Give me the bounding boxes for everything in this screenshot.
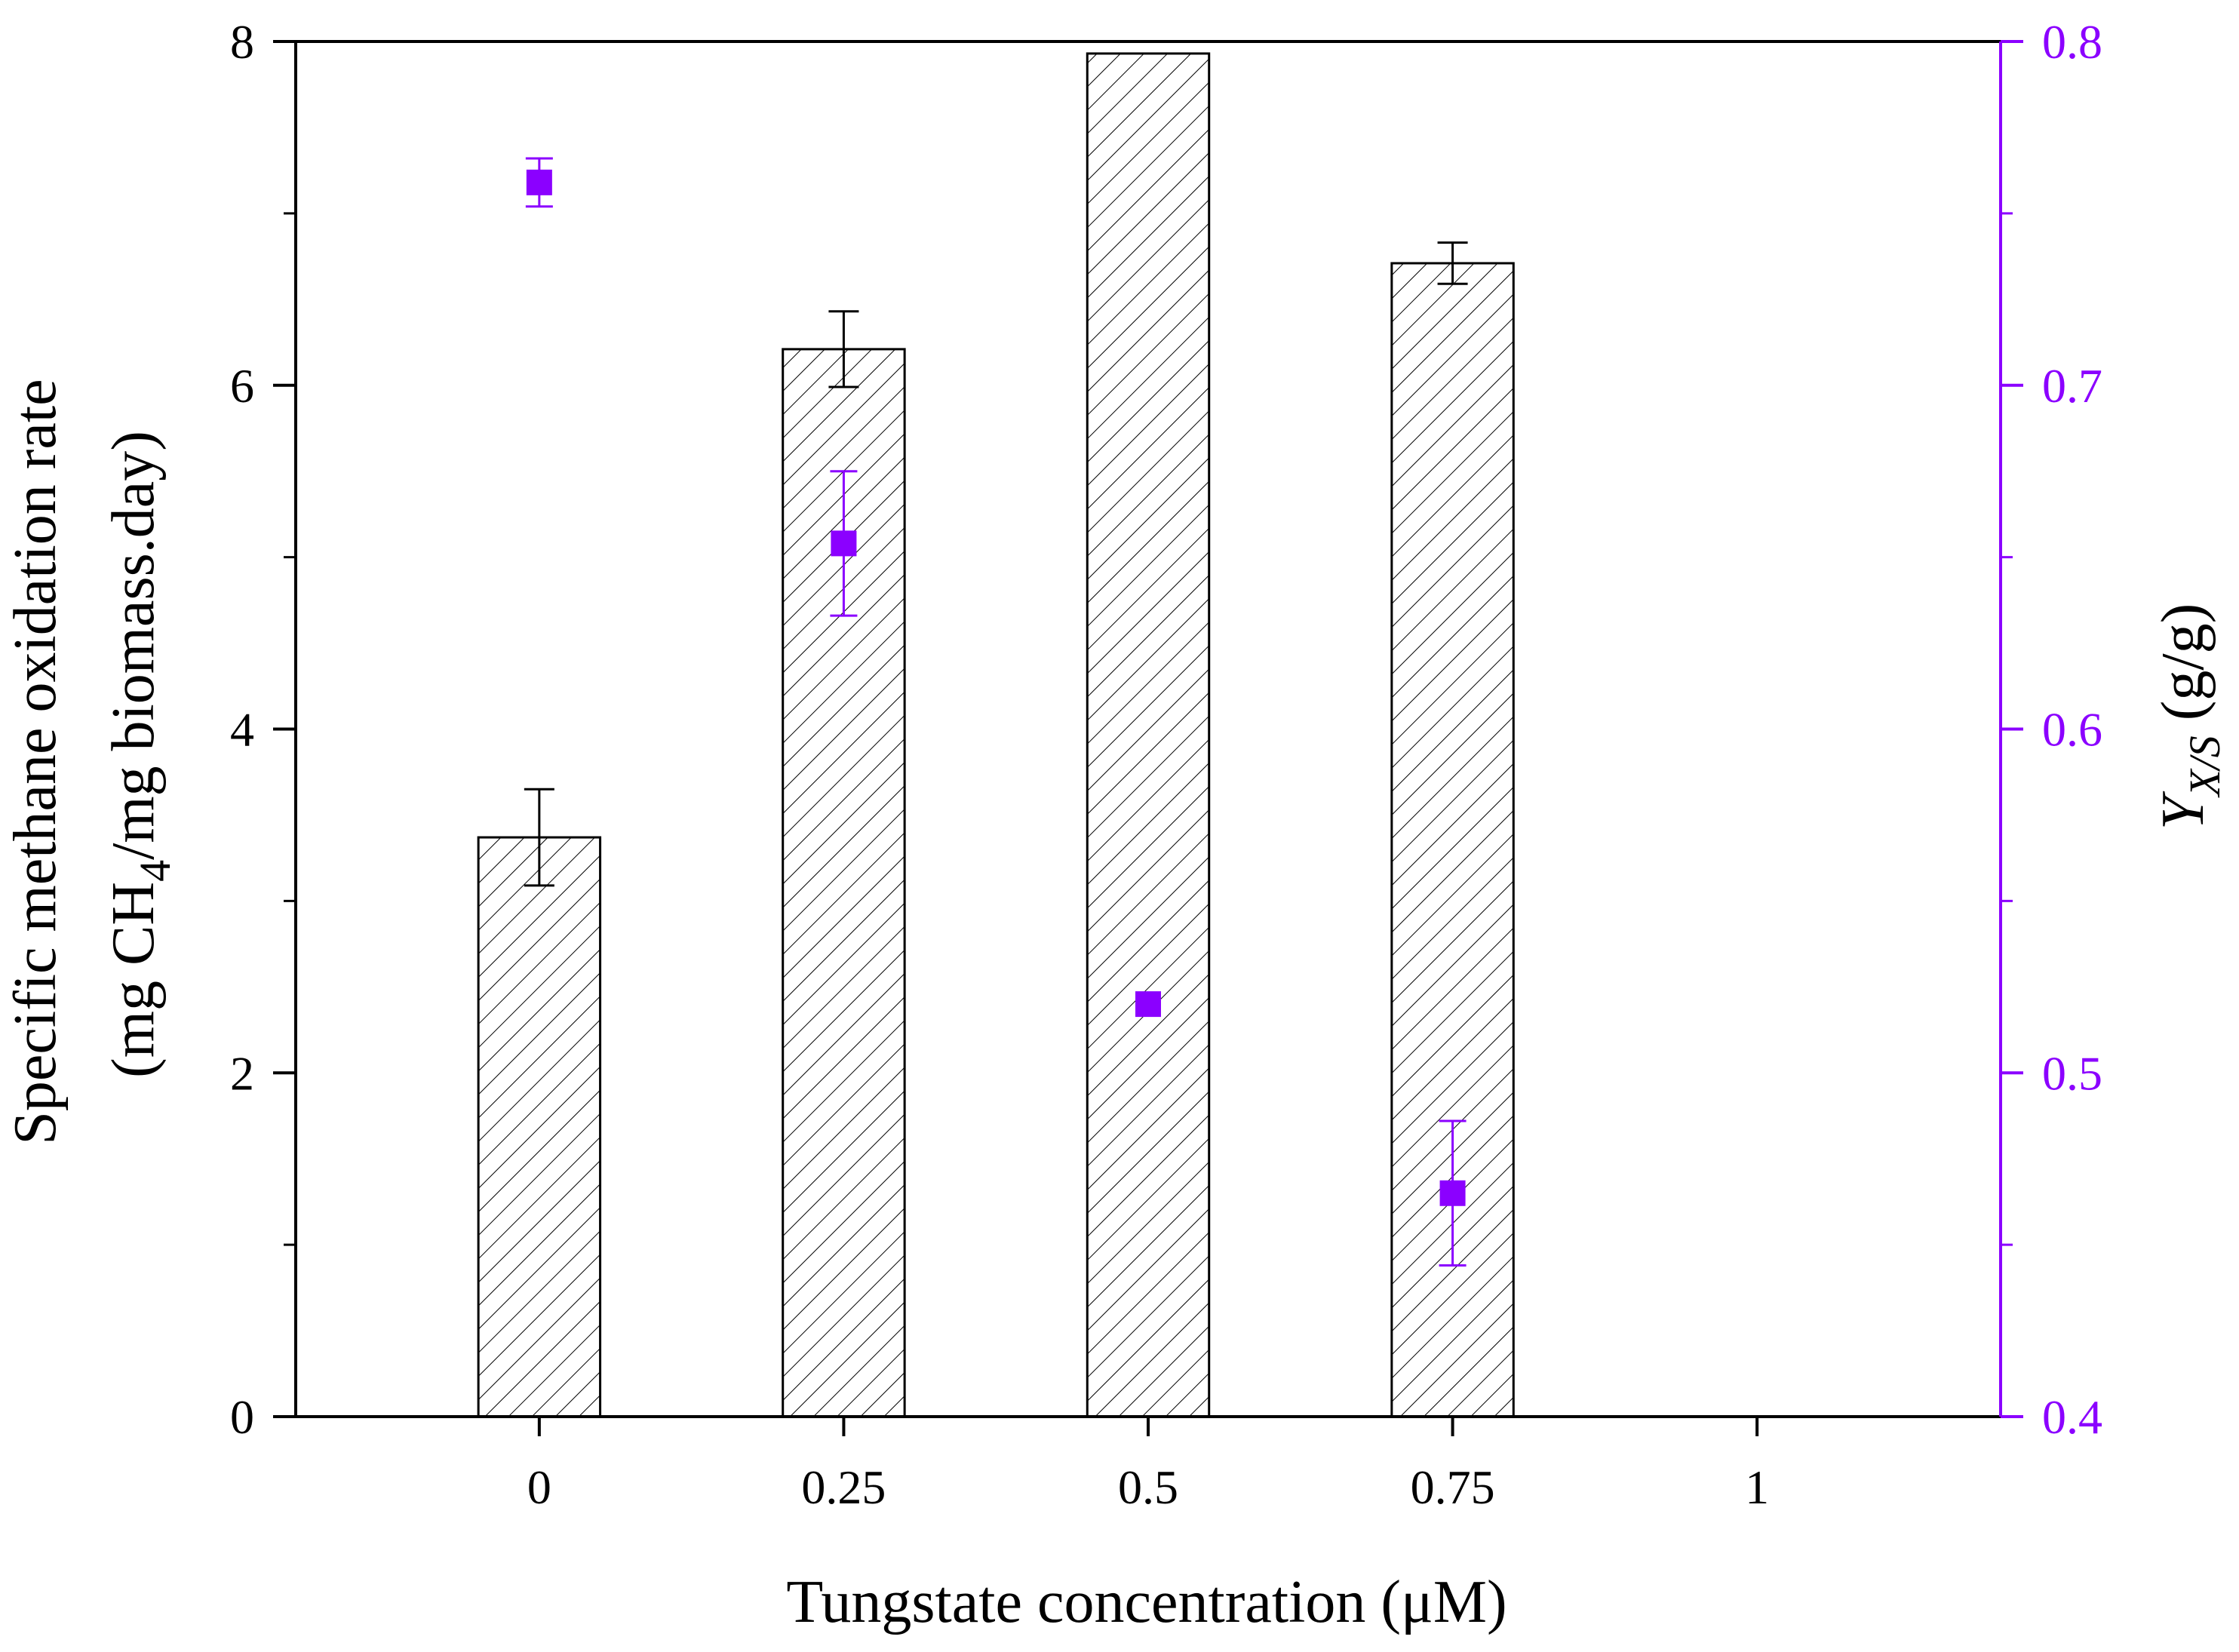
y-left-axis-title: Specific methane oxidation rate (mg CH4/… — [2, 364, 180, 1144]
y-left-tick-label-0: 0 — [230, 1390, 254, 1444]
axes-layer: 0 0.25 0.5 0.75 1 0 2 4 6 8 0.4 0.5 0.6 0.7 0.8 — [230, 15, 2102, 1514]
point-1 — [831, 530, 857, 557]
y-right-tick-label-4: 0.8 — [2042, 15, 2102, 69]
x-tick-label-3: 0.75 — [1411, 1460, 1495, 1514]
x-tick-label-2: 0.5 — [1118, 1460, 1178, 1514]
bar-0 — [477, 836, 602, 1418]
bar-2 — [1086, 52, 1211, 1418]
point-0 — [526, 169, 552, 195]
y-left-tick-label-4: 8 — [230, 15, 254, 69]
y-left-title-line1: Specific methane oxidation rate — [2, 379, 69, 1144]
y-right-title-sub: X/S — [2180, 735, 2229, 798]
bars-layer — [477, 52, 1515, 1418]
x-tick-label-4: 1 — [1745, 1460, 1769, 1514]
point-2 — [1135, 991, 1161, 1018]
y-left-title-line2-sub: 4 — [131, 860, 180, 882]
x-axis-title: Tungstate concentration (μM) — [786, 1569, 1506, 1635]
y-left-tick-label-3: 6 — [230, 359, 254, 413]
y-right-tick-label-3: 0.7 — [2042, 359, 2102, 413]
points-layer — [525, 157, 1467, 1267]
y-right-axis-title: YX/S (g/g) — [2150, 603, 2229, 831]
y-right-title-post: (g/g) — [2150, 603, 2216, 736]
x-tick-label-1: 0.25 — [801, 1460, 886, 1514]
y-right-tick-label-1: 0.5 — [2042, 1046, 2102, 1100]
y-left-title-line2-pre: (mg CH — [100, 882, 167, 1078]
point-3 — [1439, 1180, 1466, 1206]
y-right-tick-label-2: 0.6 — [2042, 703, 2102, 757]
y-left-tick-label-1: 2 — [230, 1046, 254, 1100]
y-left-title-line2-post: /mg biomass.day) — [100, 431, 167, 860]
y-right-title-main: Y — [2150, 791, 2216, 830]
y-left-tick-label-2: 4 — [230, 703, 254, 757]
y-right-tick-label-0: 0.4 — [2042, 1390, 2102, 1444]
x-tick-label-0: 0 — [527, 1460, 551, 1514]
